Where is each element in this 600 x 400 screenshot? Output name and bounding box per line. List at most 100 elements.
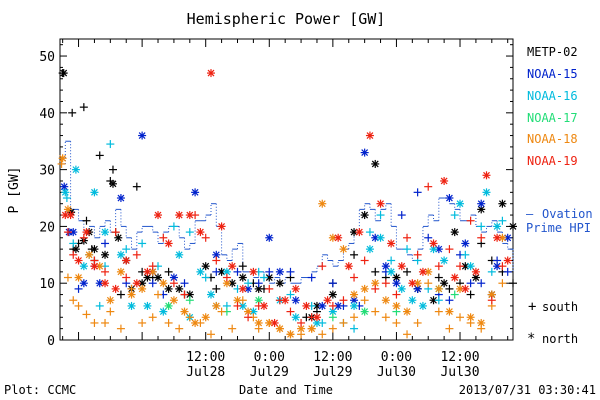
point-north [175, 250, 184, 259]
point-north [254, 296, 263, 305]
point-south [233, 267, 242, 276]
point-north [471, 273, 480, 282]
legend-metp-02: METP-02 [527, 45, 578, 59]
point-south [397, 211, 406, 220]
point-south [307, 273, 316, 282]
point-north [498, 199, 507, 208]
point-north [381, 262, 390, 271]
point-north [175, 211, 184, 220]
point-north [222, 267, 231, 276]
point-north [217, 222, 226, 231]
point-south [62, 194, 71, 203]
point-south [101, 267, 110, 276]
point-south [445, 284, 454, 293]
point-north [429, 239, 438, 248]
point-north [350, 301, 359, 310]
point-north [365, 131, 374, 140]
point-north [132, 279, 141, 288]
point-south [90, 318, 99, 327]
point-south [381, 313, 390, 322]
point-south [180, 290, 189, 299]
point-north [90, 188, 99, 197]
point-south [82, 216, 91, 225]
point-south [371, 267, 380, 276]
y-tick-label: 10 [39, 277, 55, 292]
point-north [116, 267, 125, 276]
point-north [450, 228, 459, 237]
point-south [233, 301, 242, 310]
point-north [71, 165, 80, 174]
legend-ovation: Ovation Prime HPI [526, 207, 593, 235]
point-south [101, 239, 110, 248]
x-tick-time-label: 12:00 [440, 350, 479, 365]
point-south [339, 296, 348, 305]
y-tick-label: 40 [39, 107, 55, 122]
legend-noaa-18: NOAA-18 [527, 132, 578, 146]
point-south [207, 330, 215, 339]
point-south [445, 324, 454, 333]
point-south [212, 256, 221, 265]
point-south [392, 318, 401, 327]
point-north [180, 307, 189, 316]
point-south [63, 273, 72, 282]
point-south [69, 296, 78, 305]
point-north [265, 233, 274, 242]
point-south [201, 273, 210, 282]
point-south [376, 211, 385, 220]
point-south [350, 324, 359, 333]
point-south [106, 307, 115, 316]
x-tick-date-label: Jul28 [186, 365, 225, 380]
point-north [493, 233, 502, 242]
legend-ovation-line-icon: — [526, 207, 534, 221]
point-north [201, 262, 210, 271]
point-south [286, 267, 295, 276]
plot-frame [59, 38, 514, 341]
point-south [487, 296, 496, 305]
point-south [148, 279, 157, 288]
point-south [466, 279, 475, 288]
point-south [413, 318, 422, 327]
legend-north-label: north [542, 332, 579, 346]
point-north [339, 245, 348, 254]
point-north [371, 159, 380, 168]
point-south [487, 267, 496, 276]
point-south [228, 324, 237, 333]
point-south [111, 228, 120, 237]
point-south [392, 290, 401, 299]
point-south [185, 313, 194, 322]
point-north [509, 222, 517, 231]
point-north [254, 284, 263, 293]
point-south [254, 279, 263, 288]
point-south [244, 313, 253, 322]
point-south [79, 103, 88, 112]
point-north [291, 296, 300, 305]
point-south [122, 273, 131, 282]
point-north [440, 256, 449, 265]
point-north [291, 313, 300, 322]
point-south [403, 245, 412, 254]
point-north [281, 296, 290, 305]
point-north [106, 296, 115, 305]
point-north [323, 296, 332, 305]
point-north [122, 256, 131, 265]
legend-south-symbol: + [528, 299, 537, 315]
point-north [493, 222, 502, 231]
y-tick-label: 20 [39, 220, 55, 235]
legend-noaa-17: NOAA-17 [527, 111, 578, 125]
scatter-points [57, 69, 517, 339]
point-south [57, 159, 66, 168]
point-south [403, 233, 412, 242]
point-south [350, 313, 359, 322]
point-north [403, 307, 412, 316]
point-north [350, 290, 359, 299]
point-south [68, 108, 77, 117]
point-south [413, 188, 422, 197]
y-tick-label: 50 [39, 50, 55, 65]
point-south [212, 267, 221, 276]
point-north [392, 301, 401, 310]
point-south [95, 301, 104, 310]
point-north [116, 250, 125, 259]
point-north [138, 284, 147, 293]
point-north [408, 296, 417, 305]
